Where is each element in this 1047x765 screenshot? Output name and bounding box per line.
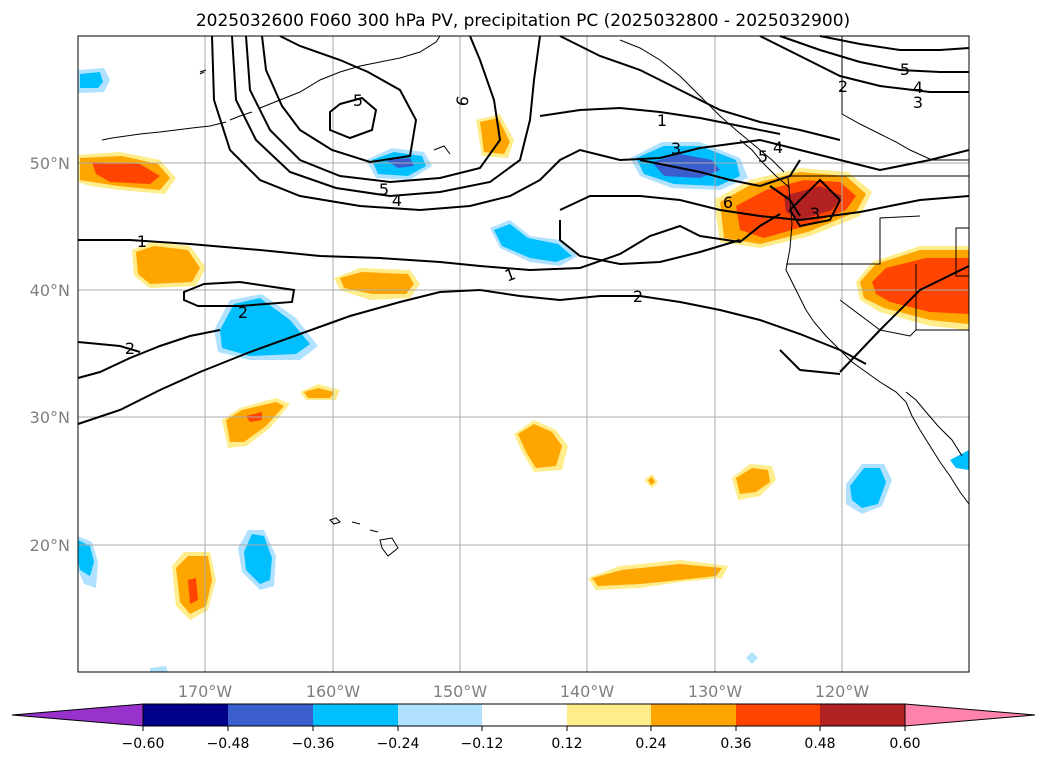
contour-label: 3 [671, 139, 681, 158]
lat-label: 40°N [30, 281, 70, 300]
colorbar-bin [736, 704, 820, 726]
colorbar-tick-label: −0.36 [292, 736, 335, 752]
contour-label: 1 [137, 232, 147, 251]
contour-label: 6 [723, 193, 733, 212]
colorbar-bin [567, 704, 651, 726]
coastlines [101, 35, 970, 557]
contour-label: 2 [838, 77, 848, 96]
colorbar-bin [313, 704, 398, 726]
lon-label: 140°W [560, 682, 615, 701]
precip-neg-area [746, 652, 758, 664]
precip-neg-area [150, 666, 168, 672]
pv-contours [77, 35, 970, 425]
colorbar-tick-label: 0.60 [889, 736, 920, 752]
map-panel: 5 6 4 5 1 3 5 4 6 2 5 4 3 1 2 2 1 3 2 [77, 35, 970, 673]
colorbar-bin [820, 704, 905, 726]
map-frame [77, 35, 970, 673]
lon-label: 120°W [815, 682, 870, 701]
colorbar-tick-label: 0.36 [720, 736, 751, 752]
precip-pos-area [188, 578, 198, 604]
colorbar-extend-high [904, 703, 1036, 727]
colorbar-tick-label: −0.60 [122, 736, 165, 752]
precip-pos-area [784, 186, 842, 220]
precip-pos-area [518, 424, 562, 468]
colorbar-bin [228, 704, 313, 726]
graticule [78, 36, 969, 672]
colorbar-bin [398, 704, 482, 726]
precip-pos-area [340, 272, 414, 294]
colorbar-bin [143, 704, 228, 726]
lat-label: 50°N [30, 154, 70, 173]
contour-label: 6 [452, 94, 472, 107]
precip-neg-area [494, 224, 572, 262]
contour-label: 4 [773, 138, 783, 157]
precip-pos-area [592, 564, 722, 586]
contour-label: 3 [810, 204, 820, 223]
contour-label: 5 [353, 91, 363, 110]
precip-pos-area [480, 118, 510, 154]
lon-labels: 170°W 160°W 150°W 140°W 130°W 120°W [178, 682, 870, 701]
precip-neg-area [220, 298, 310, 356]
contour-label: 2 [633, 287, 643, 306]
lon-label: 160°W [306, 682, 361, 701]
colorbar-tick-label: −0.48 [207, 736, 250, 752]
precip-pos-area [648, 477, 655, 485]
precip-pos-area [92, 162, 160, 184]
lon-label: 150°W [433, 682, 488, 701]
precip-neg-area [78, 540, 94, 576]
colorbar-bin [482, 704, 567, 726]
contour-label: 5 [379, 180, 389, 199]
colorbar: −0.60 −0.48 −0.36 −0.24 −0.12 0.12 0.24 … [11, 703, 1036, 752]
colorbar-extend-low [11, 703, 144, 727]
precip-neg-area [950, 450, 969, 470]
precip-pos-area [872, 258, 969, 314]
colorbar-tick-label: −0.24 [377, 736, 420, 752]
precip-neg-area [80, 72, 103, 88]
colorbar-tick-label: 0.24 [635, 736, 666, 752]
colorbar-bin [651, 704, 736, 726]
colorbar-tick-label: 0.48 [804, 736, 835, 752]
colorbar-tick-label: 0.12 [551, 736, 582, 752]
contour-label: 2 [238, 303, 248, 322]
contour-label: 3 [913, 93, 923, 112]
contour-label: 5 [758, 147, 768, 166]
precip-neg-area [244, 534, 272, 584]
figure-title: 2025032600 F060 300 hPa PV, precipitatio… [196, 11, 850, 31]
precip-pos-area [304, 388, 334, 398]
precip-pos-area [136, 246, 200, 284]
lat-label: 30°N [30, 408, 70, 427]
contour-label: 4 [913, 78, 923, 97]
lon-label: 170°W [178, 682, 233, 701]
precip-pos-area [736, 468, 770, 494]
contour-label: 1 [657, 111, 667, 130]
lon-label: 130°W [688, 682, 743, 701]
lat-labels: 50°N 40°N 30°N 20°N [30, 154, 70, 555]
contour-label: 5 [900, 60, 910, 79]
colorbar-frame [142, 703, 906, 727]
colorbar-tick-label: −0.12 [461, 736, 504, 752]
contour-label: 4 [392, 191, 402, 210]
precip-neg-area [850, 468, 886, 508]
contour-label: 2 [125, 339, 135, 358]
lat-label: 20°N [30, 536, 70, 555]
precip-pos-area [226, 402, 284, 442]
